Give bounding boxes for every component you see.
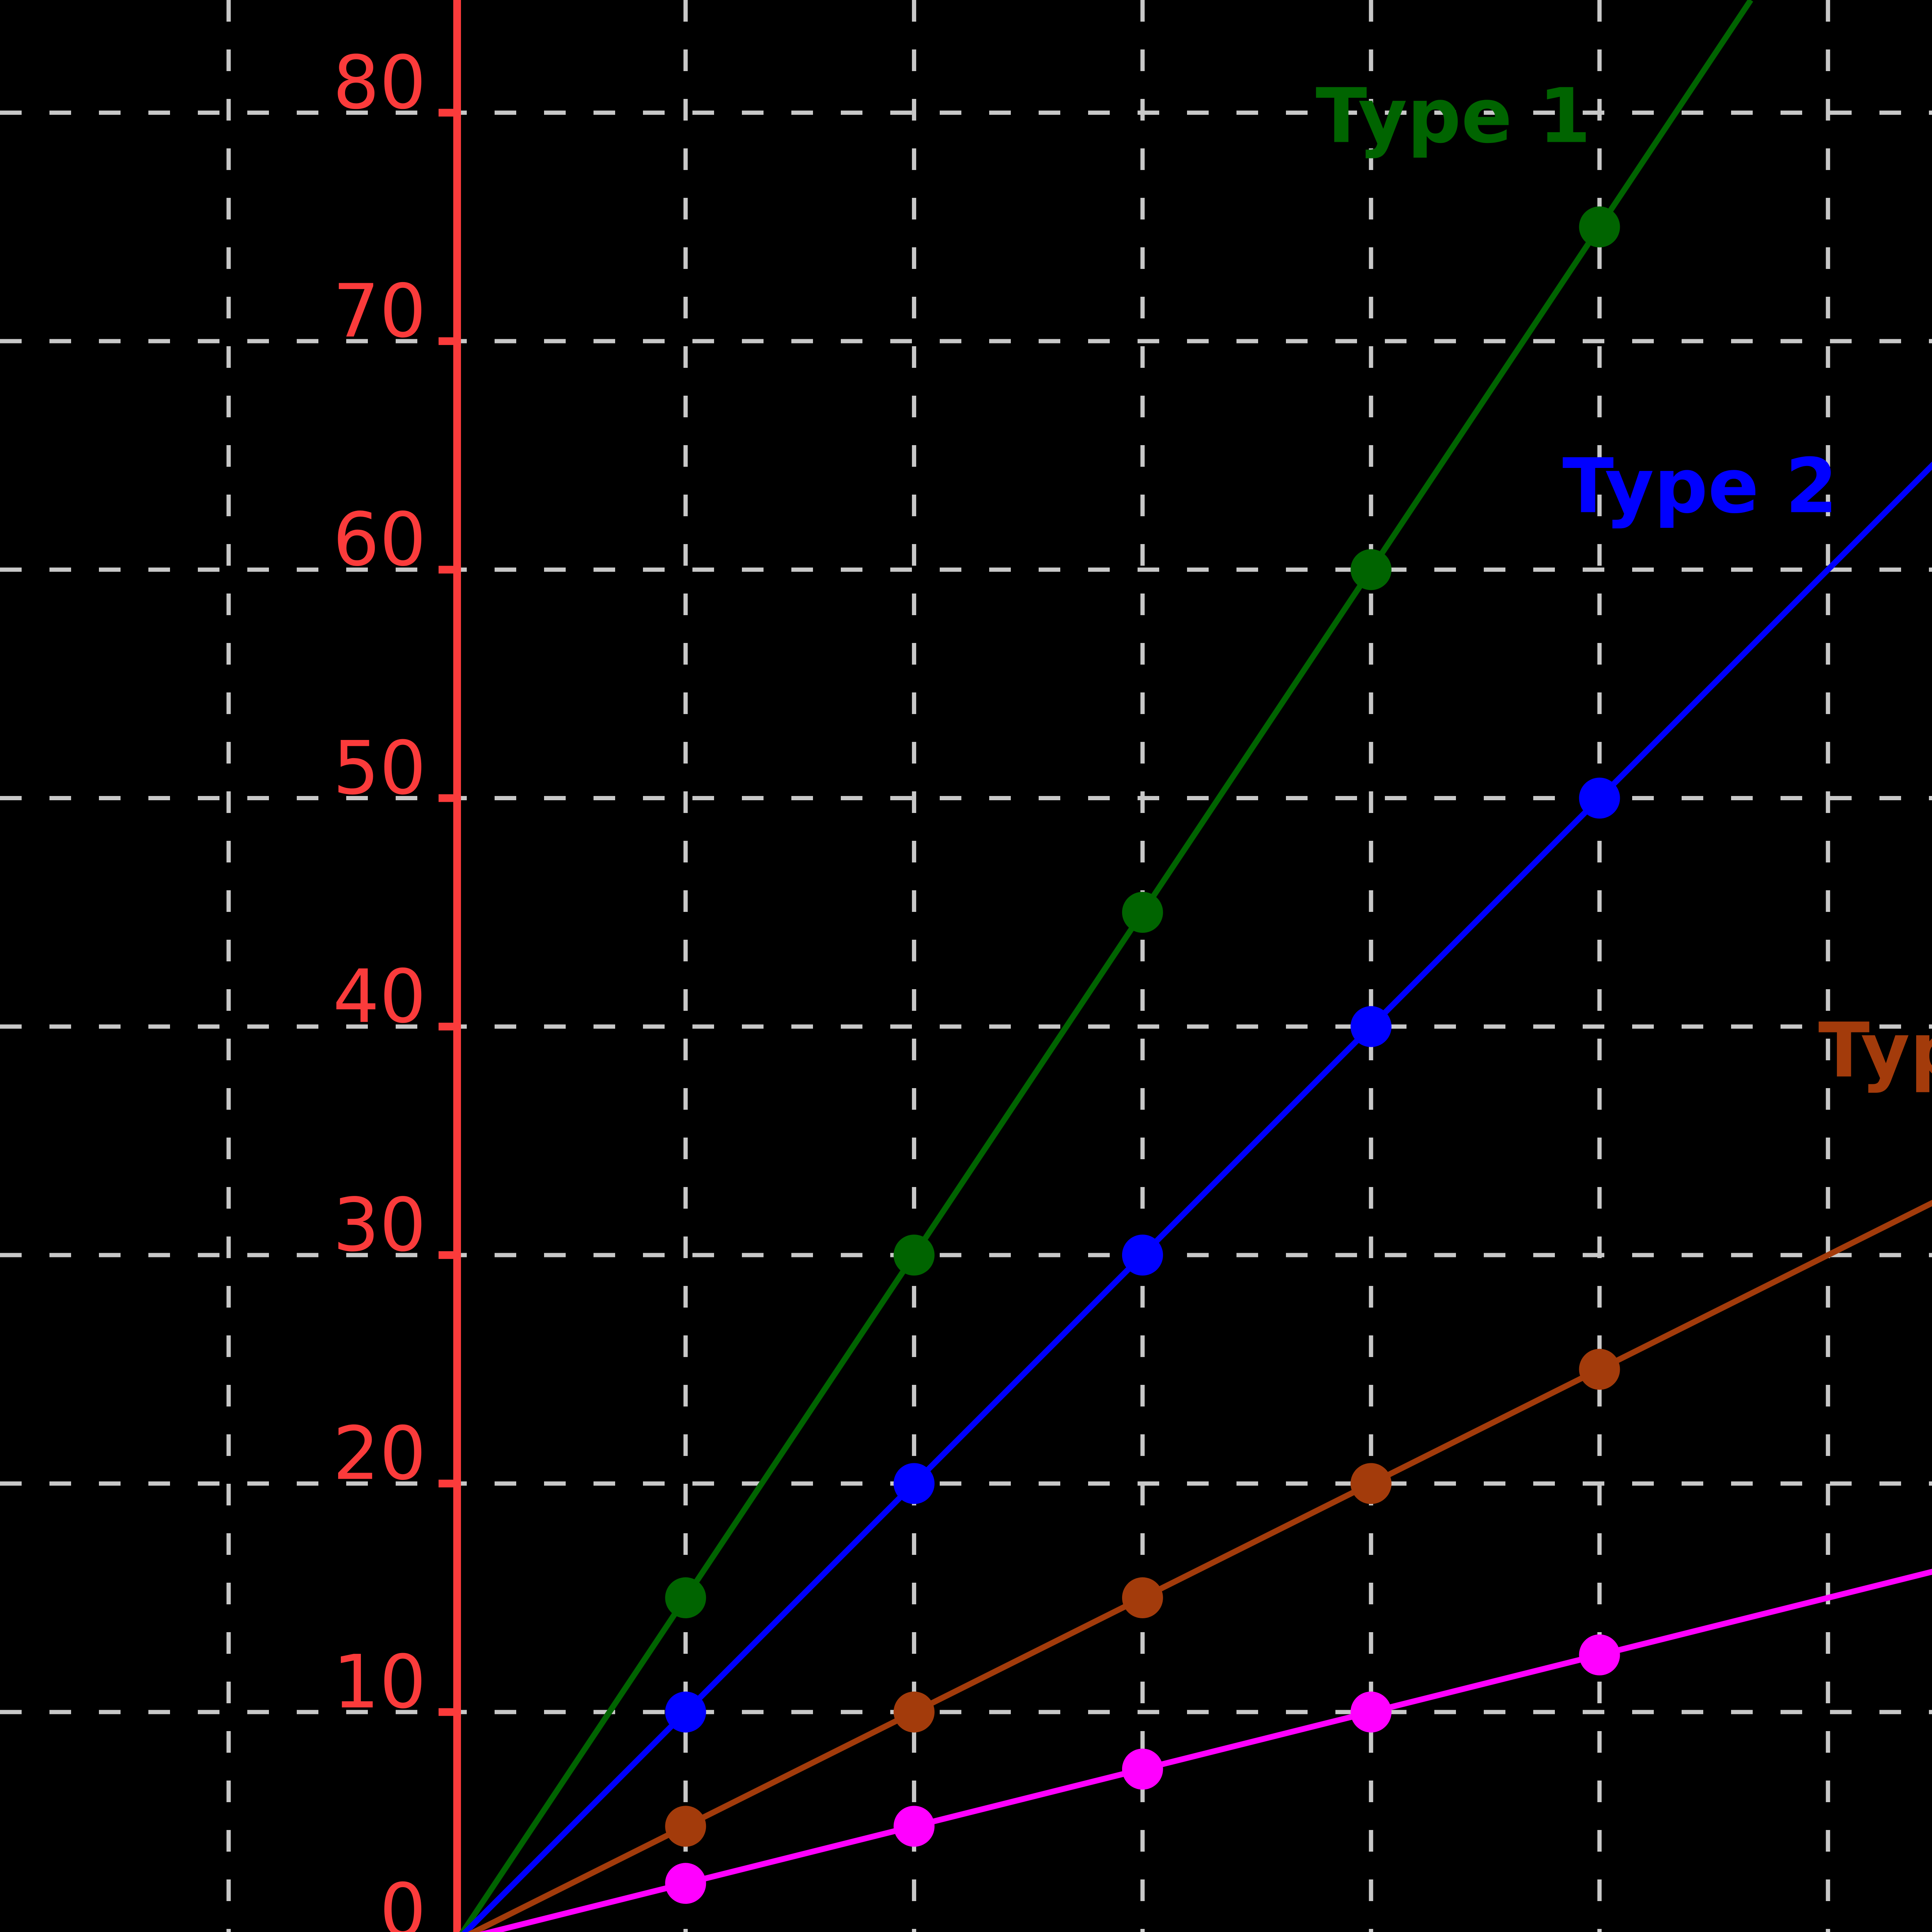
data-point-type-4 bbox=[893, 1806, 935, 1847]
data-point-type-1 bbox=[1350, 549, 1392, 590]
data-point-type-4 bbox=[1579, 1634, 1620, 1675]
data-point-type-2 bbox=[665, 1691, 706, 1733]
y-axis-tick-label: 30 bbox=[333, 1182, 426, 1268]
y-axis-tick-label: 60 bbox=[333, 497, 426, 582]
data-point-type-4 bbox=[1122, 1748, 1163, 1790]
data-point-type-3 bbox=[1122, 1577, 1163, 1619]
y-axis-tick-label: 80 bbox=[333, 40, 426, 126]
data-point-type-1 bbox=[1579, 206, 1620, 248]
data-point-type-3 bbox=[1350, 1463, 1392, 1504]
series-points-layer bbox=[665, 206, 1620, 1904]
data-point-type-2 bbox=[1122, 1235, 1163, 1276]
data-point-type-1 bbox=[665, 1577, 706, 1619]
series-label-type-2: Type 2 bbox=[1562, 442, 1837, 530]
data-point-type-2 bbox=[1579, 777, 1620, 819]
data-point-type-4 bbox=[1350, 1691, 1392, 1733]
data-point-type-3 bbox=[1579, 1349, 1620, 1390]
series-line-type-4 bbox=[479, 1569, 1932, 1932]
y-axis-tick-label: 20 bbox=[333, 1411, 426, 1496]
data-point-type-3 bbox=[893, 1691, 935, 1733]
data-point-type-4 bbox=[665, 1863, 706, 1904]
y-axis-tick-label: 40 bbox=[333, 954, 426, 1039]
axis-labels-layer: -505101520253035404501020304050607080 bbox=[333, 40, 426, 1932]
data-point-type-1 bbox=[893, 1235, 935, 1276]
y-axis-tick-label: 50 bbox=[333, 726, 426, 811]
series-label-type-1: Type 1 bbox=[1316, 72, 1591, 160]
series-label-type-3: Type 3 bbox=[1818, 1007, 1932, 1094]
data-point-type-2 bbox=[893, 1463, 935, 1504]
ticks-layer bbox=[439, 109, 457, 1716]
series-line-type-2 bbox=[461, 461, 1932, 1932]
series-line-type-3 bbox=[468, 1200, 1932, 1932]
series-line-type-1 bbox=[459, 0, 1753, 1932]
y-axis-tick-label: 10 bbox=[333, 1639, 426, 1725]
y-axis-tick-label: 0 bbox=[379, 1868, 426, 1932]
data-point-type-3 bbox=[665, 1806, 706, 1847]
data-point-type-1 bbox=[1122, 892, 1163, 933]
data-point-type-2 bbox=[1350, 1006, 1392, 1047]
y-axis-tick-label: 70 bbox=[333, 269, 426, 354]
